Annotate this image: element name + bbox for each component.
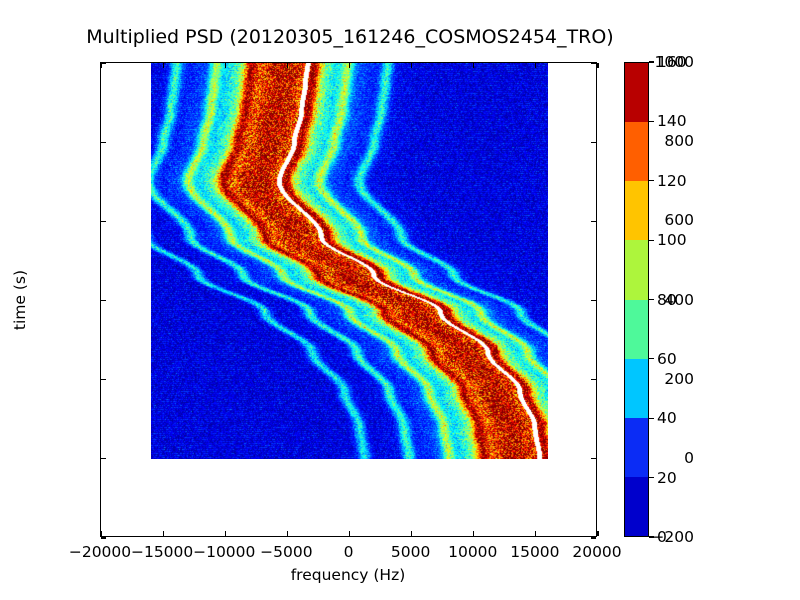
colorbar-tick	[649, 180, 654, 182]
y-tick-mirror	[591, 220, 596, 222]
x-tick-mirror	[224, 63, 226, 68]
x-tick-label: 15000	[510, 543, 560, 561]
spectrogram-image	[150, 63, 549, 459]
x-tick-label: −5000	[260, 543, 313, 561]
x-tick-mirror	[100, 63, 102, 68]
colorbar-tick	[649, 417, 654, 419]
x-tick	[597, 531, 599, 536]
colorbar-band-0-20	[625, 476, 648, 536]
y-tick-mirror	[591, 299, 596, 302]
x-tick-label: −10000	[193, 543, 256, 561]
y-tick-mirror	[591, 537, 596, 539]
colorbar-tick	[649, 61, 654, 63]
colorbar-band-60-80	[625, 299, 648, 359]
y-tick	[101, 141, 106, 143]
x-tick	[224, 531, 226, 536]
plot-axes[interactable]	[100, 62, 599, 539]
colorbar-band-100-120	[625, 181, 648, 241]
x-tick	[411, 531, 413, 536]
x-tick	[162, 531, 164, 536]
colorbar-tick-label: 160	[657, 53, 687, 71]
y-tick-mirror	[591, 458, 596, 460]
colorbar-band-20-40	[625, 417, 648, 477]
y-tick-label: 800	[664, 132, 694, 151]
colorbar-band-140-160	[625, 63, 648, 123]
y-tick-label: 600	[664, 211, 694, 230]
colorbar-tick-label: 40	[657, 409, 677, 428]
y-tick	[101, 299, 106, 302]
x-tick	[100, 531, 102, 536]
colorbar-tick	[649, 477, 654, 479]
y-tick-label: 0	[684, 448, 694, 467]
y-tick	[101, 458, 106, 460]
x-tick-mirror	[535, 63, 537, 68]
colorbar-tick-label: 100	[657, 231, 687, 250]
y-tick-mirror	[591, 141, 596, 143]
x-tick	[473, 531, 475, 536]
y-tick	[101, 379, 106, 381]
y-tick	[101, 62, 106, 64]
x-tick-mirror	[286, 63, 288, 68]
x-tick-label: −20000	[68, 543, 132, 561]
colorbar-tick	[649, 239, 654, 241]
x-tick-label: 20000	[572, 543, 622, 561]
x-tick-mirror	[411, 63, 413, 68]
x-tick-mirror	[162, 63, 164, 68]
x-axis-label: frequency (Hz)	[290, 566, 406, 584]
colorbar-band-80-100	[625, 240, 648, 300]
x-tick	[286, 531, 288, 536]
y-tick-mirror	[591, 62, 596, 64]
colorbar-tick-label: 120	[657, 171, 687, 190]
x-tick-label: 10000	[448, 543, 498, 561]
colorbar-tick	[649, 298, 654, 301]
colorbar-tick	[649, 358, 654, 360]
colorbar-tick	[649, 120, 654, 122]
colorbar-tick-label: 0	[657, 528, 667, 546]
y-tick-label: 1000	[654, 53, 694, 71]
chart-title: Multiplied PSD (20120305_161246_COSMOS24…	[86, 26, 614, 48]
y-tick-mirror	[591, 379, 596, 381]
x-tick-mirror	[597, 63, 599, 68]
x-tick-mirror	[473, 63, 475, 68]
x-tick	[535, 531, 537, 536]
y-tick-label: −200	[651, 528, 694, 546]
colorbar[interactable]	[624, 62, 649, 537]
y-tick	[101, 537, 106, 539]
x-tick-label: −15000	[130, 543, 194, 561]
x-tick-label: 0	[343, 543, 354, 561]
colorbar-band-120-140	[625, 122, 648, 182]
y-tick-label: 400	[664, 290, 694, 309]
colorbar-tick-label: 140	[657, 112, 687, 131]
colorbar-tick	[649, 536, 654, 538]
y-tick	[101, 220, 106, 222]
x-tick-label: 5000	[390, 543, 431, 561]
x-tick-mirror	[348, 63, 351, 68]
colorbar-tick-label: 80	[657, 290, 677, 309]
y-axis-label: time (s)	[11, 269, 29, 331]
colorbar-tick-label: 60	[657, 349, 677, 368]
x-tick	[348, 531, 351, 536]
colorbar-tick-label: 20	[657, 468, 677, 487]
y-tick-label: 200	[664, 369, 694, 388]
colorbar-band-40-60	[625, 358, 648, 418]
